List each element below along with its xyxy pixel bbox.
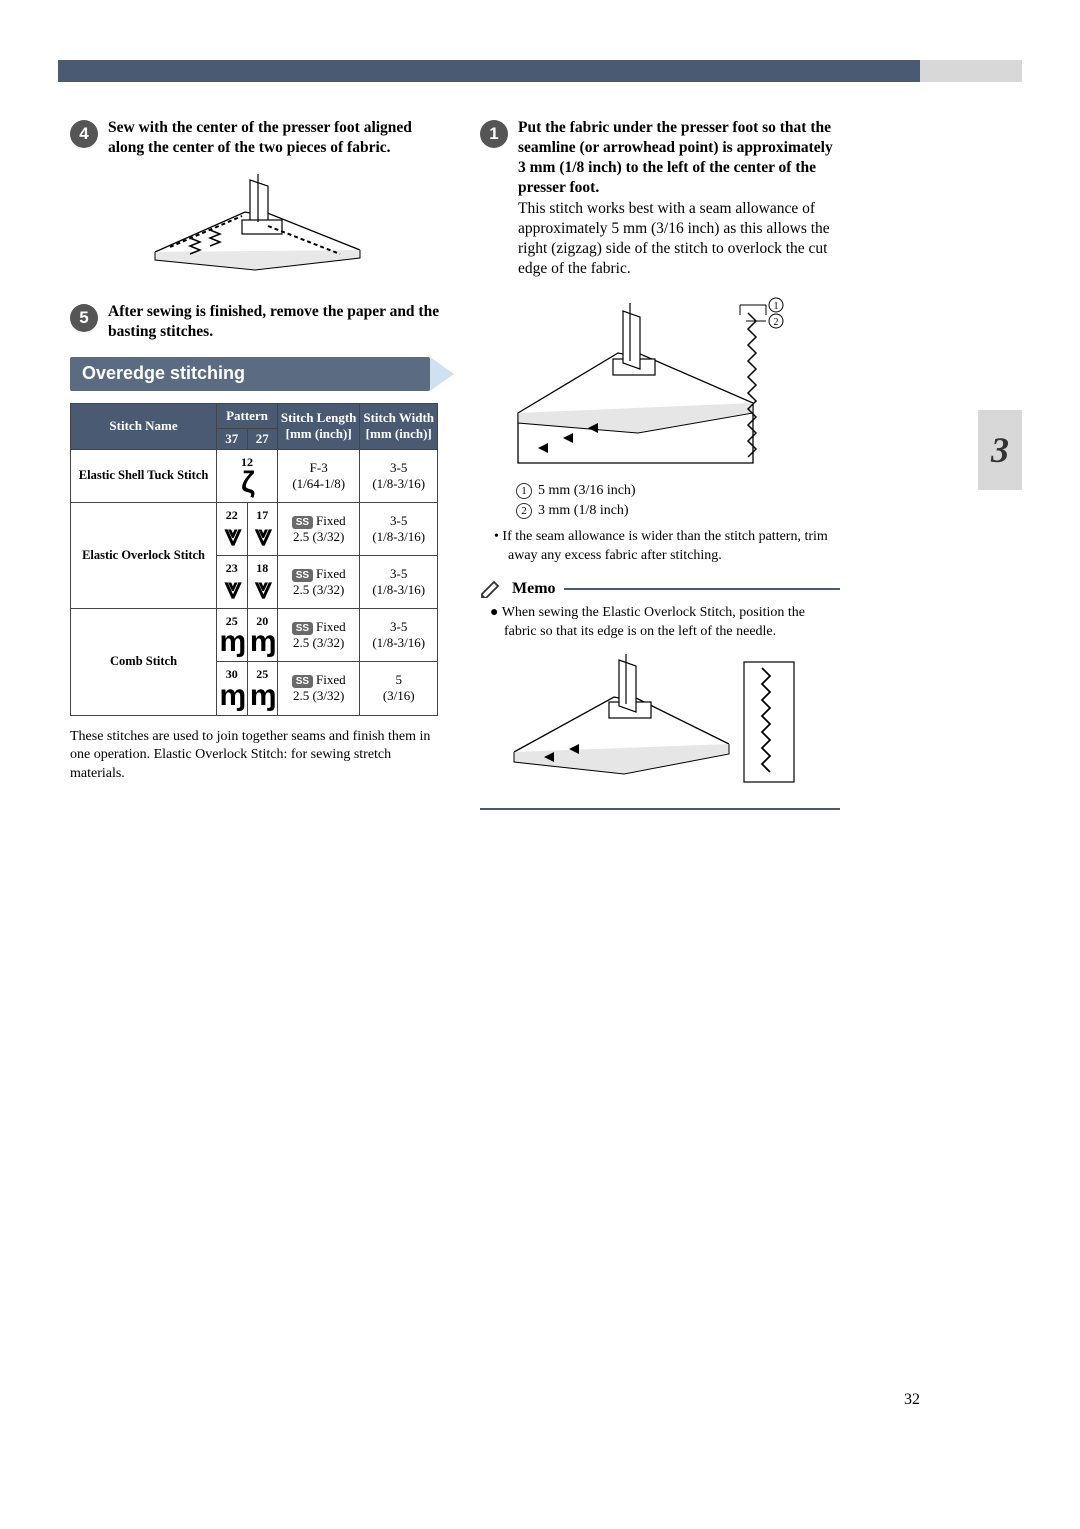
svg-text:1: 1: [774, 301, 779, 312]
cell-name: Comb Stitch: [71, 609, 217, 715]
step-1: 1 Put the fabric under the presser foot …: [480, 118, 840, 279]
cell-width: 3-5 (1/8-3/16): [360, 449, 438, 502]
th-width-label: Stitch Width: [363, 410, 434, 425]
step-marker-4: 4: [70, 120, 98, 148]
overedge-section-title: Overedge stitching: [82, 363, 245, 384]
right-column: 1 Put the fabric under the presser foot …: [480, 118, 840, 810]
cell-pattern-37: 22 ⩔: [217, 502, 247, 555]
th-width-unit: [mm (inch)]: [366, 426, 432, 441]
ss-badge: SS: [292, 622, 313, 635]
pattern-glyph: ɱ: [219, 682, 244, 709]
cell-pattern-37: 30 ɱ: [217, 662, 247, 715]
memo-text: When sewing the Elastic Overlock Stitch,…: [502, 605, 805, 639]
step-5-text: After sewing is finished, remove the pap…: [108, 302, 450, 342]
th-pattern: Pattern: [217, 403, 278, 428]
step-4-bold: Sew with the center of the presser foot …: [108, 119, 412, 156]
step-5-bold: After sewing is finished, remove the pap…: [108, 303, 439, 340]
step-marker-5: 5: [70, 304, 98, 332]
callout-list: 15 mm (3/16 inch) 23 mm (1/8 inch): [516, 481, 840, 520]
page-number: 32: [904, 1391, 920, 1409]
step-marker-1: 1: [480, 120, 508, 148]
th-width: Stitch Width [mm (inch)]: [360, 403, 438, 449]
memo-rule-top: [564, 588, 840, 590]
step-1-bold: Put the fabric under the presser foot so…: [518, 119, 833, 196]
memo-header: Memo: [480, 580, 840, 598]
cell-pattern-27: 25 ɱ: [247, 662, 277, 715]
ss-badge: SS: [292, 675, 313, 688]
callout-2: 23 mm (1/8 inch): [516, 501, 840, 521]
memo-body: ● When sewing the Elastic Overlock Stitc…: [504, 604, 840, 642]
cell-width: 5 (3/16): [360, 662, 438, 715]
th-length: Stitch Length [mm (inch)]: [277, 403, 359, 449]
ss-badge: SS: [292, 569, 313, 582]
cell-width: 3-5 (1/8-3/16): [360, 502, 438, 555]
callout-num-1: 1: [516, 483, 532, 499]
overedge-section-header: Overedge stitching: [70, 357, 430, 391]
stitch-table: Stitch Name Pattern Stitch Length [mm (i…: [70, 403, 438, 716]
table-row: Elastic Shell Tuck Stitch 12 ζ F-3 (1/64…: [71, 449, 438, 502]
callout-num-2: 2: [516, 503, 532, 519]
cell-pattern: 12 ζ: [217, 449, 278, 502]
cell-length: SSFixed 2.5 (3/32): [277, 609, 359, 662]
step-4-text: Sew with the center of the presser foot …: [108, 118, 450, 158]
th-length-unit: [mm (inch)]: [286, 426, 352, 441]
presser-foot-illustration-1: [150, 172, 370, 282]
cell-pattern-37: 25 ɱ: [217, 609, 247, 662]
cell-width: 3-5 (1/8-3/16): [360, 555, 438, 608]
pattern-glyph: ɱ: [219, 628, 244, 655]
memo-label: Memo: [512, 580, 556, 598]
pattern-glyph: ɱ: [250, 682, 275, 709]
pattern-glyph: ⩔: [250, 522, 275, 549]
th-p37: 37: [217, 428, 247, 449]
callout-1: 15 mm (3/16 inch): [516, 481, 840, 501]
table-row: Comb Stitch 25 ɱ 20 ɱ SSFixed 2.5 (3/32)…: [71, 609, 438, 662]
seam-allowance-illustration: 1 2: [508, 293, 808, 473]
chapter-tab: 3: [978, 410, 1022, 490]
left-column: 4 Sew with the center of the presser foo…: [70, 118, 450, 784]
cell-length: SSFixed 2.5 (3/32): [277, 662, 359, 715]
table-caption: These stitches are used to join together…: [70, 728, 438, 785]
th-length-label: Stitch Length: [281, 410, 356, 425]
memo-rule-bottom: [480, 808, 840, 810]
note-bullet: • If the seam allowance is wider than th…: [508, 528, 840, 566]
pencil-icon: [480, 580, 504, 598]
cell-width: 3-5 (1/8-3/16): [360, 609, 438, 662]
step-5: 5 After sewing is finished, remove the p…: [70, 302, 450, 342]
cell-pattern-37: 23 ⩔: [217, 555, 247, 608]
step-1-text: Put the fabric under the presser foot so…: [518, 118, 840, 279]
step-1-reg: This stitch works best with a seam allow…: [518, 200, 830, 277]
pattern-glyph: ζ: [219, 469, 275, 496]
cell-pattern-27: 18 ⩔: [247, 555, 277, 608]
cell-pattern-27: 20 ɱ: [247, 609, 277, 662]
table-row: Elastic Overlock Stitch 22 ⩔ 17 ⩔ SSFixe…: [71, 502, 438, 555]
th-stitch-name: Stitch Name: [71, 403, 217, 449]
svg-text:2: 2: [774, 317, 779, 328]
pattern-glyph: ⩔: [219, 522, 244, 549]
th-p27: 27: [247, 428, 277, 449]
memo-illustration: [504, 652, 804, 792]
cell-pattern-27: 17 ⩔: [247, 502, 277, 555]
cell-length: SSFixed 2.5 (3/32): [277, 555, 359, 608]
pattern-glyph: ɱ: [250, 628, 275, 655]
note-text: If the seam allowance is wider than the …: [502, 529, 827, 563]
ss-badge: SS: [292, 516, 313, 529]
step-4: 4 Sew with the center of the presser foo…: [70, 118, 450, 158]
pattern-glyph: ⩔: [250, 575, 275, 602]
cell-length: F-3 (1/64-1/8): [277, 449, 359, 502]
cell-length: SSFixed 2.5 (3/32): [277, 502, 359, 555]
pattern-glyph: ⩔: [219, 575, 244, 602]
header-light-band: [920, 60, 1022, 82]
header-dark-band: [58, 60, 920, 82]
cell-name: Elastic Shell Tuck Stitch: [71, 449, 217, 502]
cell-name: Elastic Overlock Stitch: [71, 502, 217, 608]
